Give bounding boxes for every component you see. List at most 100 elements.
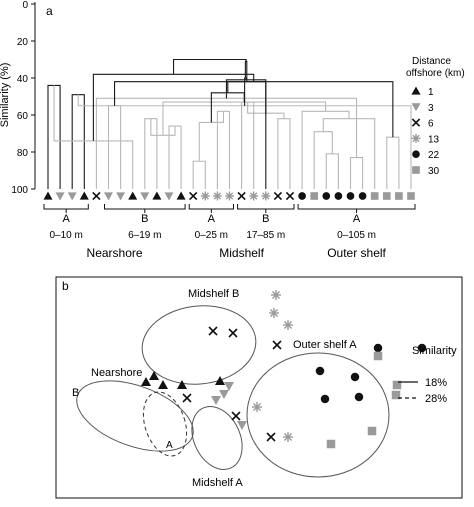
bracket-depth-range: 6–19 m bbox=[128, 230, 161, 241]
bracket-letter: B bbox=[141, 213, 148, 225]
nearshore-a-dashed-outline bbox=[142, 391, 188, 457]
bracket-line bbox=[237, 204, 295, 210]
point-cross bbox=[182, 393, 192, 403]
bracket-line bbox=[43, 204, 89, 210]
dendrogram-link bbox=[225, 79, 267, 189]
bracket-line bbox=[297, 204, 416, 210]
leaf-symbol-triangle bbox=[43, 191, 53, 200]
group-brackets: A 0–10 m B 6–19 m A 0–25 m B 17–85 m A 0–105 m Nea… bbox=[43, 204, 416, 260]
midshelf-b-outline bbox=[141, 305, 257, 385]
panel-b-label: b bbox=[62, 279, 69, 293]
leaf-symbol-triangle-down bbox=[55, 192, 65, 201]
leaf-symbol-star bbox=[200, 191, 210, 201]
point-triangle bbox=[141, 377, 151, 386]
leaf-symbol-square bbox=[310, 192, 319, 200]
panel-b-frame bbox=[55, 276, 463, 499]
bracket-letter: B bbox=[262, 213, 269, 225]
bracket-depth-range: 0–105 m bbox=[337, 230, 376, 241]
point-triangle bbox=[215, 376, 225, 385]
dendrogram-link bbox=[210, 92, 245, 123]
dendrogram-link bbox=[192, 160, 206, 189]
point-square bbox=[392, 380, 402, 390]
bracket-depth-range: 0–25 m bbox=[195, 230, 228, 241]
legend-symbol-square bbox=[412, 166, 420, 174]
point-triangle bbox=[158, 380, 168, 389]
leaf-symbol-triangle bbox=[176, 191, 186, 200]
leaf-symbol-triangle-down bbox=[164, 192, 174, 201]
dendrogram-links bbox=[47, 58, 412, 189]
leaf-symbol-cross bbox=[189, 191, 198, 201]
point-triangle-down bbox=[219, 390, 229, 399]
y-axis-label: Similarity (%) bbox=[0, 63, 11, 128]
leaf-symbol-triangle bbox=[152, 191, 162, 200]
leaf-symbol-star bbox=[225, 191, 234, 201]
panel-b: b Midshelf B Nearshore Outer shelf A Mid… bbox=[55, 276, 463, 499]
point-square bbox=[391, 390, 401, 400]
dendrogram-link bbox=[325, 153, 339, 189]
y-tick-label: 20 bbox=[17, 37, 29, 48]
region-label: Nearshore bbox=[87, 246, 143, 260]
leaf-symbol-square bbox=[407, 192, 415, 200]
point-square bbox=[367, 426, 377, 436]
legend-dashed-label: 28% bbox=[425, 393, 447, 405]
leaf-symbol-star bbox=[249, 191, 259, 201]
point-triangle bbox=[149, 371, 159, 380]
point-circle bbox=[354, 392, 364, 402]
legend-entry-label: 6 bbox=[428, 119, 434, 130]
legend-symbol-triangle bbox=[411, 86, 421, 95]
similarity-legend-title: Similarity bbox=[412, 345, 457, 357]
bracket-line bbox=[188, 204, 234, 210]
panel-a-label: a bbox=[46, 4, 53, 18]
leaf-symbol-circle bbox=[322, 192, 331, 200]
leaf-symbol-circle bbox=[334, 192, 343, 200]
group-outlines bbox=[76, 305, 390, 478]
dendrogram-link bbox=[71, 94, 85, 189]
point-square bbox=[326, 439, 336, 449]
y-tick-label: 40 bbox=[17, 74, 29, 85]
leaf-symbol-triangle-down bbox=[116, 192, 126, 201]
leaf-symbol-circle bbox=[298, 192, 306, 200]
point-triangle-down bbox=[224, 382, 234, 391]
point-circle bbox=[417, 343, 427, 353]
subgroup-label-b: B bbox=[72, 387, 79, 399]
dendrogram-link bbox=[241, 101, 255, 189]
point-triangle bbox=[177, 380, 187, 389]
subgroup-label-a: A bbox=[166, 440, 173, 451]
dendrogram-link bbox=[386, 136, 400, 189]
leaf-symbols bbox=[43, 191, 415, 201]
legend-entry-label: 30 bbox=[428, 166, 440, 177]
point-star bbox=[283, 320, 293, 330]
leaf-symbol-cross bbox=[285, 191, 295, 201]
leaf-symbol-cross bbox=[92, 191, 101, 201]
point-star bbox=[252, 402, 262, 412]
bracket-letter: A bbox=[208, 213, 216, 225]
dendrogram-link bbox=[77, 94, 412, 189]
leaf-symbol-cross bbox=[273, 191, 283, 201]
dendrogram-link bbox=[227, 81, 267, 114]
y-tick-label: 80 bbox=[17, 148, 29, 159]
leaf-symbol-triangle bbox=[79, 191, 89, 200]
point-square bbox=[373, 351, 383, 361]
dendrogram-link bbox=[313, 131, 333, 189]
region-label: Midshelf bbox=[219, 246, 264, 260]
leaf-symbol-circle bbox=[358, 192, 367, 200]
legend-symbol-cross bbox=[411, 118, 421, 127]
dendrogram-link bbox=[172, 58, 247, 75]
region-label: Outer shelf bbox=[327, 246, 386, 260]
bracket-depth-range: 17–85 m bbox=[246, 230, 285, 241]
legend-solid-label: 18% bbox=[425, 377, 447, 389]
y-axis-ticks: 0 20 40 60 80 100 bbox=[11, 0, 35, 196]
group-label-midshelf-a: Midshelf A bbox=[192, 477, 243, 489]
leaf-symbol-square bbox=[382, 192, 391, 200]
leaf-symbol-cross bbox=[237, 191, 246, 201]
point-cross bbox=[266, 432, 276, 442]
bracket-line bbox=[104, 204, 186, 210]
leaf-symbol-star bbox=[212, 191, 222, 201]
similarity-legend: Similarity 18% 28% bbox=[398, 345, 457, 405]
point-star bbox=[269, 308, 279, 318]
dendrogram-link bbox=[349, 157, 364, 189]
legend-entry-label: 22 bbox=[428, 150, 440, 161]
bracket-letter: A bbox=[62, 213, 70, 225]
